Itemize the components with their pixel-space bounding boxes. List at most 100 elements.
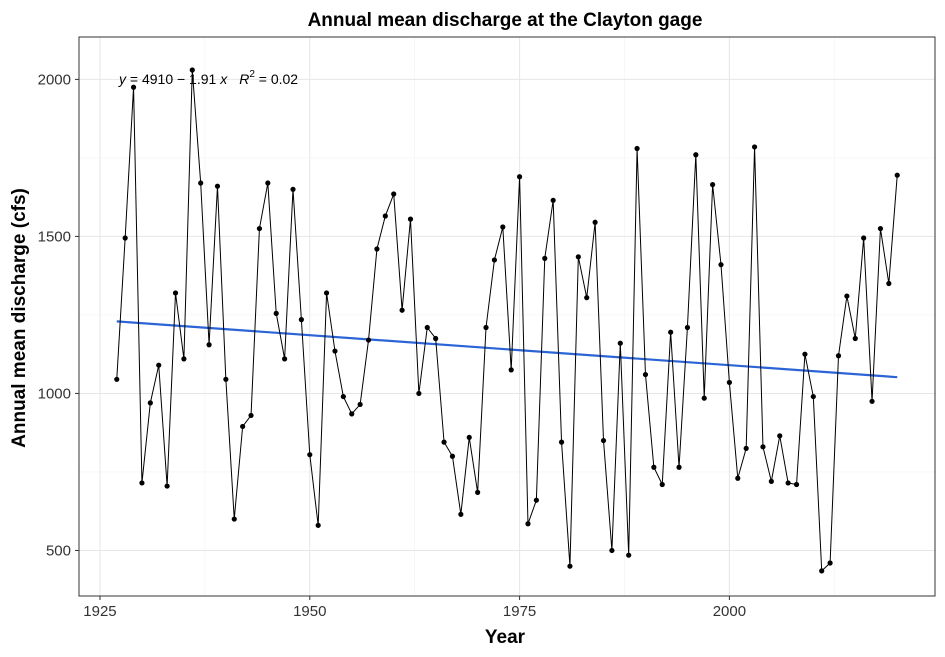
regression-equation: y = 4910 − 1.91 x R2 = 0.02 — [118, 69, 298, 87]
data-point — [315, 522, 321, 528]
data-point — [298, 317, 304, 323]
data-point — [399, 307, 405, 313]
data-point — [634, 145, 640, 152]
data-point — [819, 568, 825, 574]
data-point — [844, 293, 850, 299]
data-point — [156, 362, 162, 368]
data-point — [550, 197, 556, 203]
data-point — [617, 340, 623, 346]
x-tick-label: 1950 — [293, 603, 326, 620]
data-point — [122, 235, 128, 241]
data-point — [642, 371, 649, 378]
data-point — [282, 356, 288, 362]
eq-x-symbol: x — [219, 71, 228, 87]
data-point — [516, 174, 523, 180]
panel-border — [78, 36, 936, 597]
data-point — [575, 254, 581, 260]
data-point — [852, 335, 858, 342]
data-point — [265, 180, 271, 186]
data-point — [214, 183, 221, 189]
series-group — [114, 67, 900, 574]
data-point — [693, 152, 699, 158]
data-point — [198, 180, 204, 186]
data-point — [382, 213, 388, 219]
data-point — [349, 411, 355, 417]
series-line — [116, 69, 898, 572]
data-point — [240, 423, 246, 430]
eq-r-superscript: 2 — [249, 69, 255, 80]
data-point — [768, 478, 774, 484]
data-point — [600, 437, 607, 444]
data-point — [441, 439, 447, 445]
data-point — [701, 395, 707, 401]
data-point — [542, 255, 548, 262]
data-point — [147, 400, 153, 406]
data-point — [391, 191, 397, 197]
data-point — [751, 144, 758, 150]
data-point — [760, 444, 766, 450]
data-point — [357, 401, 363, 408]
data-point — [433, 335, 439, 342]
data-point — [500, 224, 506, 230]
data-point — [307, 452, 313, 458]
data-point — [290, 186, 296, 192]
data-point — [223, 376, 229, 382]
data-point — [861, 235, 867, 241]
data-point — [231, 516, 237, 522]
eq-r-value: = 0.02 — [255, 71, 298, 87]
eq-y-symbol: y — [118, 71, 127, 87]
data-point — [114, 376, 120, 382]
data-point — [684, 324, 691, 331]
data-point — [491, 257, 498, 263]
data-point — [584, 295, 590, 301]
y-tick-label: 1000 — [38, 385, 71, 402]
data-point — [483, 324, 489, 331]
data-point — [869, 398, 875, 404]
data-point — [508, 367, 514, 373]
trendline-group — [116, 320, 898, 379]
data-point — [525, 521, 531, 527]
chart-title: Annual mean discharge at the Clayton gag… — [308, 10, 703, 31]
data-point — [793, 481, 800, 488]
data-point — [332, 348, 338, 354]
data-point — [877, 225, 884, 232]
data-point — [676, 464, 682, 470]
data-point — [475, 489, 481, 495]
data-point — [130, 84, 137, 90]
data-point — [886, 280, 892, 287]
data-point — [827, 560, 833, 566]
data-point — [374, 246, 380, 252]
x-tick-label: 1925 — [83, 603, 116, 620]
ticks: 1925 1950 1975 2000 500 1000 1500 2000 — [38, 71, 746, 620]
data-point — [777, 433, 783, 439]
x-tick-label: 2000 — [713, 603, 746, 620]
data-point — [340, 393, 346, 400]
data-point — [626, 552, 632, 558]
data-point — [802, 351, 808, 357]
data-point — [416, 390, 422, 397]
data-point — [139, 480, 145, 486]
data-point — [718, 262, 724, 268]
data-point — [273, 310, 279, 316]
eq-formula: = 4910 − 1.91 — [126, 71, 220, 87]
y-tick-label: 2000 — [38, 71, 71, 88]
y-axis-title: Annual mean discharge (cfs) — [9, 188, 30, 448]
data-point — [164, 483, 170, 489]
data-point — [659, 481, 665, 488]
data-point — [449, 453, 456, 459]
eq-r-symbol: R — [239, 71, 249, 87]
data-point — [710, 182, 716, 188]
data-point — [424, 324, 430, 331]
data-point — [567, 563, 573, 569]
y-tick-label: 1500 — [38, 228, 71, 245]
y-tick-label: 500 — [46, 542, 71, 559]
data-point — [592, 219, 598, 225]
trendline — [116, 320, 898, 379]
data-point — [835, 353, 842, 359]
x-axis-title: Year — [485, 627, 526, 648]
data-point — [743, 445, 749, 451]
data-point — [466, 434, 472, 441]
data-point — [248, 412, 254, 419]
